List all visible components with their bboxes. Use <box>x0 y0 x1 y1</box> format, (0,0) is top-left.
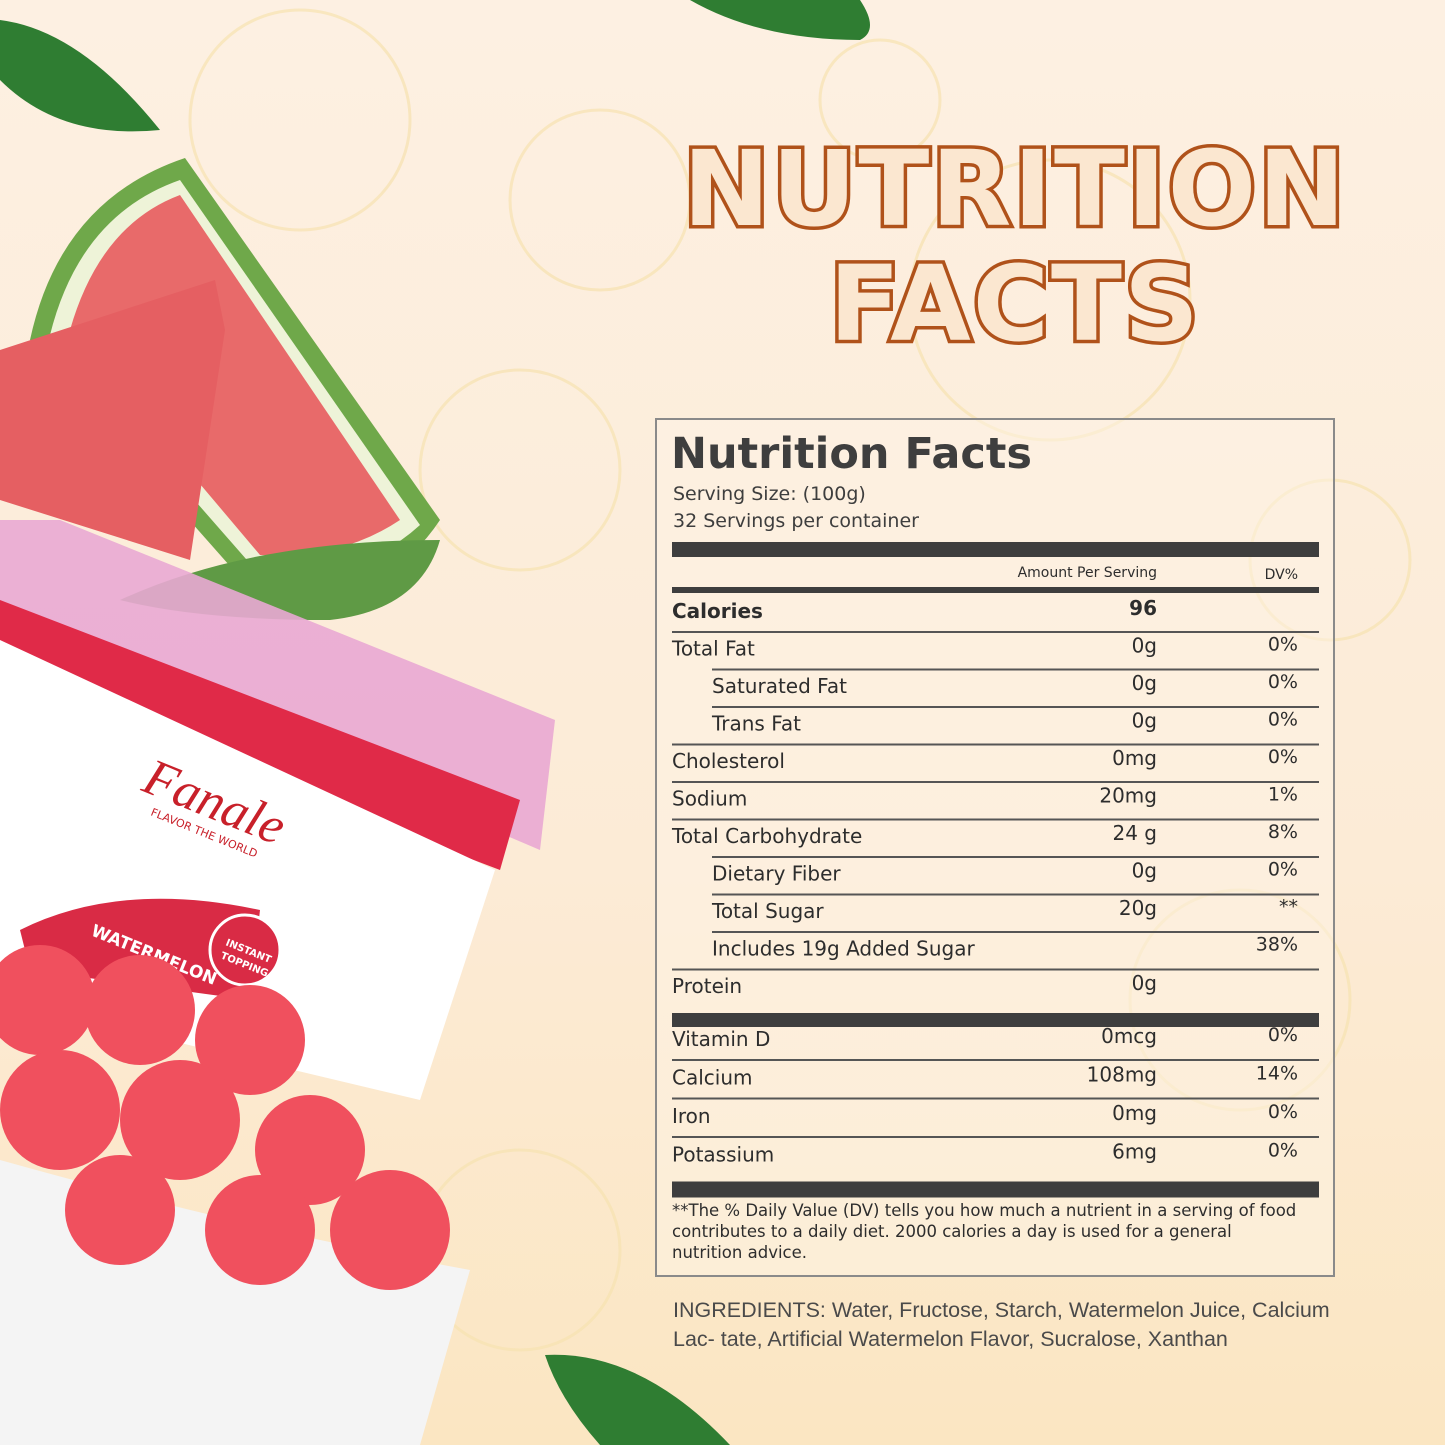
nutrient-amount: 108mg <box>1087 1063 1157 1087</box>
leaves <box>0 0 870 1445</box>
nutrient-amount: 0mg <box>1112 1101 1157 1125</box>
text-line: **The % Daily Value (DV) tells you how m… <box>672 1201 1297 1220</box>
nutrient-dv: 0% <box>1268 634 1298 656</box>
headline: FACTS <box>829 243 1201 365</box>
section-bar <box>672 1181 1319 1198</box>
row-rule <box>712 893 1319 896</box>
nutrient-dv: 14% <box>1256 1063 1298 1085</box>
nutrient-name: Total Fat <box>671 637 755 661</box>
nutrient-name: Protein <box>672 974 742 998</box>
footnote: **The % Daily Value (DV) tells you how m… <box>672 1200 1334 1263</box>
nutrient-amount: 0g <box>1132 671 1157 695</box>
row-rule <box>712 931 1319 933</box>
nutrition-panel: Nutrition Facts Serving Size: (100g) 32 … <box>655 418 1335 1277</box>
row-rule <box>672 631 1319 633</box>
nutrient-name: Total Carbohydrate <box>671 824 862 848</box>
nutrient-name: Potassium <box>672 1143 774 1167</box>
nutrient-name: Includes 19g Added Sugar <box>712 937 975 961</box>
nutrient-dv: 8% <box>1268 821 1298 843</box>
text-line: contributes to a daily diet. 2000 calori… <box>672 1222 1232 1241</box>
nutrient-dv: 0% <box>1268 1140 1298 1162</box>
section-bar <box>672 1013 1319 1027</box>
panel-title: Nutrition Facts <box>671 429 1032 479</box>
nutrient-dv: 1% <box>1268 784 1298 806</box>
row-rule <box>712 706 1319 708</box>
nutrient-dv: 0% <box>1268 746 1298 768</box>
nutrient-name: Sodium <box>672 787 747 811</box>
nutrient-amount: 0g <box>1132 709 1157 733</box>
nutrient-name: Saturated Fat <box>712 674 847 698</box>
nutrient-name: Total Sugar <box>711 899 824 923</box>
nutrient-name: Calories <box>672 599 763 623</box>
row-rule <box>672 1136 1319 1138</box>
nutrient-name: Vitamin D <box>672 1027 770 1051</box>
header-amount: Amount Per Serving <box>1018 565 1157 581</box>
row-rule <box>712 668 1319 671</box>
row-rule <box>712 856 1319 858</box>
row-rule <box>672 1059 1319 1061</box>
nutrient-dv: 0% <box>1268 859 1298 881</box>
nutrient-amount: 24 g <box>1112 821 1157 845</box>
text-line: nutrition advice. <box>672 1243 808 1262</box>
nutrient-amount: 6mg <box>1112 1140 1157 1164</box>
nutrient-name: Dietary Fiber <box>712 862 841 886</box>
servings: 32 Servings per container <box>673 510 919 532</box>
ingredients: INGREDIENTS: Water, Fructose, Starch, Wa… <box>673 1296 1373 1354</box>
nutrient-name: Cholesterol <box>672 749 785 773</box>
row-rule <box>672 743 1319 746</box>
row-rule <box>672 818 1319 821</box>
nutrient-name: Calcium <box>672 1066 753 1090</box>
nutrient-amount: 0g <box>1132 971 1157 995</box>
headline: NUTRITION <box>683 128 1347 250</box>
nutrient-amount: 0g <box>1132 634 1157 658</box>
nutrient-name: Trans Fat <box>711 712 801 736</box>
nutrient-name: Iron <box>672 1104 711 1128</box>
nutrient-dv: 0% <box>1268 1024 1298 1046</box>
nutrient-dv: 0% <box>1268 671 1298 693</box>
nutrient-amount: 0mg <box>1112 746 1157 770</box>
nutrient-dv: 0% <box>1268 1101 1298 1123</box>
row-rule <box>672 1097 1319 1100</box>
nutrient-dv: 38% <box>1256 934 1298 956</box>
text-line: INGREDIENTS: Water, Fructose, Starch, Wa… <box>673 1298 1330 1322</box>
row-rule <box>672 968 1319 971</box>
header-dv: DV% <box>1265 567 1298 583</box>
nutrient-amount: 96 <box>1129 596 1157 620</box>
nutrient-amount: 0mcg <box>1101 1024 1157 1048</box>
nutrient-amount: 0g <box>1132 859 1157 883</box>
nutrient-dv: ** <box>1279 896 1298 918</box>
product: Fanale FLAVOR THE WORLD WATERMELON INSTA… <box>0 520 555 1445</box>
row-rule <box>672 781 1319 783</box>
nutrient-amount: 20mg <box>1099 784 1157 808</box>
nutrient-amount: 20g <box>1119 896 1157 920</box>
text-line: Lac- tate, Artificial Watermelon Flavor,… <box>673 1327 1228 1351</box>
nutrient-dv: 0% <box>1268 709 1298 731</box>
serving-size: Serving Size: (100g) <box>673 483 866 505</box>
